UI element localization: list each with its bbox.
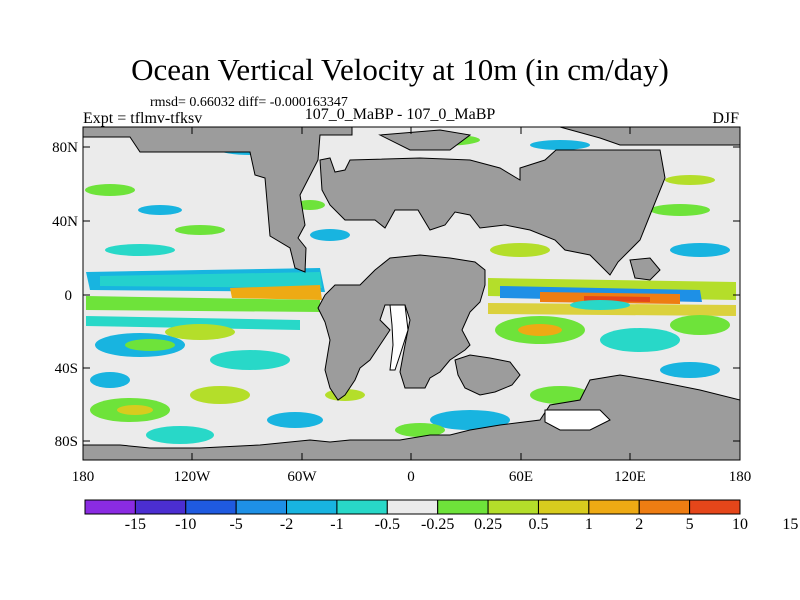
colorbar-swatch <box>588 499 640 515</box>
land-arctic <box>559 127 740 146</box>
map-plot-area <box>83 127 740 460</box>
colorbar-label: -1 <box>330 516 344 533</box>
inland-basins <box>389 304 611 431</box>
period-label: 107_0_MaBP - 107_0_MaBP <box>304 106 496 123</box>
colorbar-label: 1 <box>584 516 593 533</box>
lon-label-120w: 120W <box>174 469 212 485</box>
colorbar-swatch <box>638 499 691 515</box>
lat-label-80s: 80S <box>55 434 78 450</box>
lon-label-180e: 180 <box>729 469 752 485</box>
colorbar <box>84 499 741 515</box>
colorbar-swatch <box>84 499 136 515</box>
colorbar-label: -15 <box>124 516 147 533</box>
land-australia <box>454 354 521 396</box>
lat-axis <box>83 146 740 442</box>
colorbar-label: 0.25 <box>474 516 503 533</box>
lat-label-40n: 40N <box>52 214 78 230</box>
colorbar-label: 15 <box>782 516 799 533</box>
season-label: DJF <box>712 110 739 127</box>
colorbar-swatch <box>386 499 439 515</box>
colorbar-swatch <box>286 499 338 515</box>
colorbar-label: 0.5 <box>528 516 549 533</box>
lat-label-0: 0 <box>65 288 73 304</box>
colorbar-swatch <box>235 499 288 515</box>
stats-text: rmsd= 0.66032 diff= -0.000163347 <box>150 95 348 110</box>
lon-label-60w: 60W <box>287 469 317 485</box>
colorbar-label: -0.25 <box>421 516 455 533</box>
southern-patches <box>90 300 730 444</box>
lon-label-0: 0 <box>407 469 415 485</box>
lon-label-120e: 120E <box>614 469 646 485</box>
map-title: Ocean Vertical Velocity at 10m (in cm/da… <box>131 52 669 87</box>
colorbar-swatch <box>437 499 489 515</box>
land-masses <box>83 127 740 460</box>
colorbar-swatch <box>487 499 539 515</box>
land-island <box>629 257 661 281</box>
lon-axis <box>191 127 631 460</box>
colorbar-swatch <box>537 499 590 515</box>
colorbar-label: -10 <box>175 516 197 533</box>
land-north-america <box>83 127 353 273</box>
colorbar-swatch <box>185 499 237 515</box>
colorbar-label: 5 <box>685 516 694 533</box>
colorbar-label: -5 <box>229 516 243 533</box>
colorbar-label: -2 <box>279 516 294 533</box>
land-eurasia <box>319 149 666 276</box>
lat-label-40s: 40S <box>55 361 78 377</box>
lon-label-180w: 180 <box>72 469 95 485</box>
lon-label-60e: 60E <box>509 469 533 485</box>
land-greenland <box>378 129 472 151</box>
colorbar-swatch <box>134 499 187 515</box>
lat-label-80n: 80N <box>52 140 78 156</box>
experiment-label: Expt = tflmv-tfksv <box>83 110 203 127</box>
colorbar-swatch <box>689 499 741 515</box>
colorbar-label: 2 <box>635 516 644 533</box>
land-antarctica <box>83 374 740 460</box>
colorbar-label: -0.5 <box>374 516 400 533</box>
colorbar-label: 10 <box>732 516 748 533</box>
colorbar-swatch <box>336 499 388 515</box>
